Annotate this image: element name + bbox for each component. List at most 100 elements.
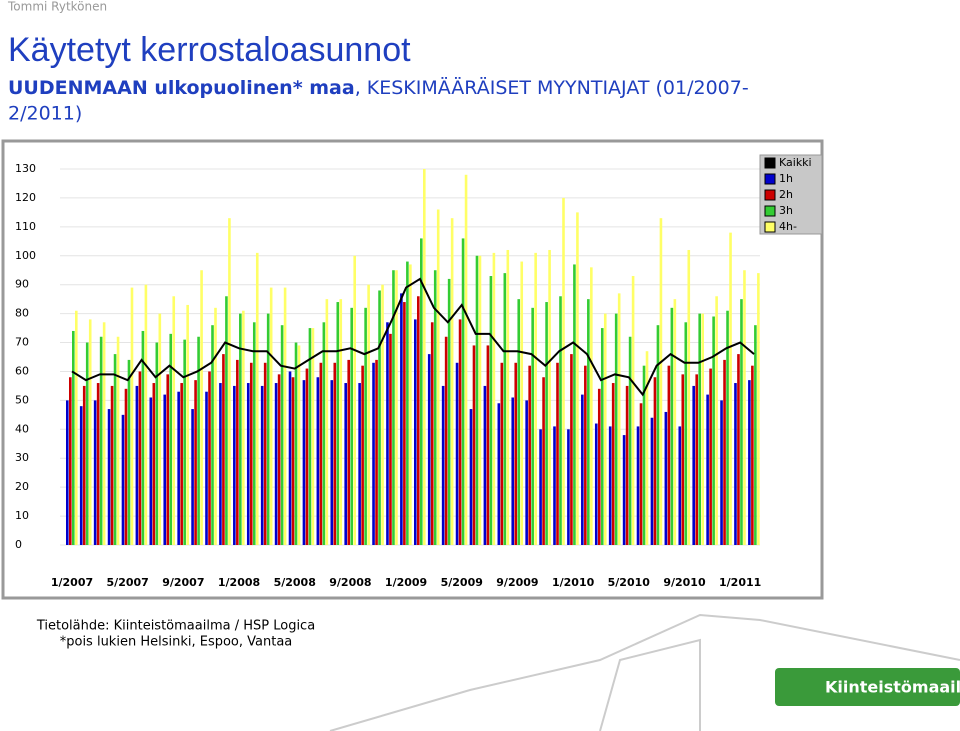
- bar: [127, 359, 131, 545]
- bar: [642, 365, 646, 545]
- bar: [316, 377, 320, 545]
- subtitle: UUDENMAAN ulkopuolinen* maa, KESKIMÄÄRÄI…: [8, 76, 749, 99]
- bar: [347, 359, 350, 545]
- legend-swatch: [764, 221, 776, 233]
- bar: [423, 169, 426, 545]
- bar: [194, 380, 197, 545]
- bar: [636, 426, 640, 545]
- bar: [130, 287, 134, 545]
- bar: [659, 218, 663, 545]
- bar: [93, 400, 97, 545]
- bar: [681, 374, 685, 545]
- y-tick-label: 10: [15, 509, 29, 522]
- bar: [667, 365, 671, 545]
- subtitle-bold: UUDENMAAN ulkopuolinen* maa: [8, 77, 355, 99]
- bar: [441, 385, 445, 545]
- legend-swatch: [764, 205, 776, 217]
- bar: [166, 374, 170, 545]
- bar: [581, 394, 584, 545]
- bar: [205, 391, 208, 545]
- bar: [191, 409, 194, 545]
- legend-swatch: [764, 157, 776, 169]
- bar: [715, 296, 718, 545]
- bar: [381, 284, 384, 545]
- bar: [367, 284, 370, 545]
- x-tick-label: 5/2009: [441, 576, 483, 589]
- x-tick-label: 1/2008: [218, 576, 260, 589]
- bar: [214, 307, 217, 545]
- bar: [308, 328, 312, 545]
- bar: [69, 377, 72, 545]
- bar: [239, 313, 242, 545]
- bar: [698, 313, 701, 545]
- bar: [570, 354, 573, 545]
- y-tick-label: 110: [15, 220, 36, 233]
- bar: [653, 377, 657, 545]
- legend-swatch: [764, 189, 776, 201]
- bar: [734, 383, 737, 545]
- bar: [757, 273, 760, 545]
- bar: [720, 400, 723, 545]
- bar: [233, 385, 236, 545]
- chart: 0 10 20 30 40 50 60 70 80 90 100 110 120 130 1/2007 5/2…: [15, 154, 823, 589]
- bar: [177, 391, 180, 545]
- bar: [430, 322, 434, 545]
- bar: [748, 380, 751, 545]
- bar: [692, 385, 695, 545]
- y-tick-label: 60: [15, 364, 29, 377]
- bar: [291, 377, 295, 545]
- bar: [85, 342, 89, 545]
- bar: [135, 385, 139, 545]
- bar: [353, 255, 356, 545]
- bar: [228, 218, 231, 545]
- bar: [597, 388, 601, 545]
- bar: [656, 325, 660, 545]
- bar: [723, 359, 726, 545]
- bar: [740, 299, 743, 545]
- bar: [650, 417, 654, 545]
- bar: [447, 278, 451, 545]
- bar: [163, 394, 167, 545]
- bar: [180, 383, 183, 545]
- bar: [464, 174, 468, 546]
- bar: [628, 336, 632, 545]
- bar: [297, 345, 301, 545]
- bar: [266, 313, 270, 545]
- note: *pois lukien Helsinki, Espoo, Vantaa: [60, 635, 293, 650]
- logo-bg: [775, 668, 960, 706]
- bar: [116, 336, 120, 545]
- bar: [294, 342, 298, 545]
- bar: [486, 345, 490, 545]
- bar: [455, 362, 459, 545]
- bar: [260, 385, 264, 545]
- bar: [386, 322, 389, 545]
- bar: [350, 307, 353, 545]
- bar: [66, 400, 69, 545]
- x-tick-label: 9/2007: [162, 576, 204, 589]
- bar: [325, 299, 329, 545]
- x-tick-label: 1/2009: [385, 576, 427, 589]
- bar: [339, 299, 343, 545]
- bar: [751, 365, 754, 545]
- bar: [400, 293, 403, 545]
- bar: [573, 264, 576, 545]
- bar: [709, 368, 712, 545]
- bar: [427, 354, 431, 545]
- y-tick-label: 130: [15, 162, 36, 175]
- bar: [458, 319, 462, 545]
- bar: [497, 403, 501, 545]
- author: Tommi Rytkönen: [7, 0, 107, 14]
- bar: [695, 374, 698, 545]
- bar: [500, 362, 504, 545]
- bar: [706, 394, 709, 545]
- bar: [274, 383, 278, 545]
- x-tick-label: 1/2010: [552, 576, 595, 589]
- legend-label: 2h: [779, 188, 793, 201]
- legend-label: Kaikki: [779, 156, 812, 169]
- bar: [211, 325, 214, 545]
- bar: [305, 368, 309, 545]
- bar: [169, 333, 173, 545]
- y-tick-label: 120: [15, 191, 36, 204]
- y-tick-label: 50: [15, 393, 29, 406]
- bar: [389, 333, 392, 545]
